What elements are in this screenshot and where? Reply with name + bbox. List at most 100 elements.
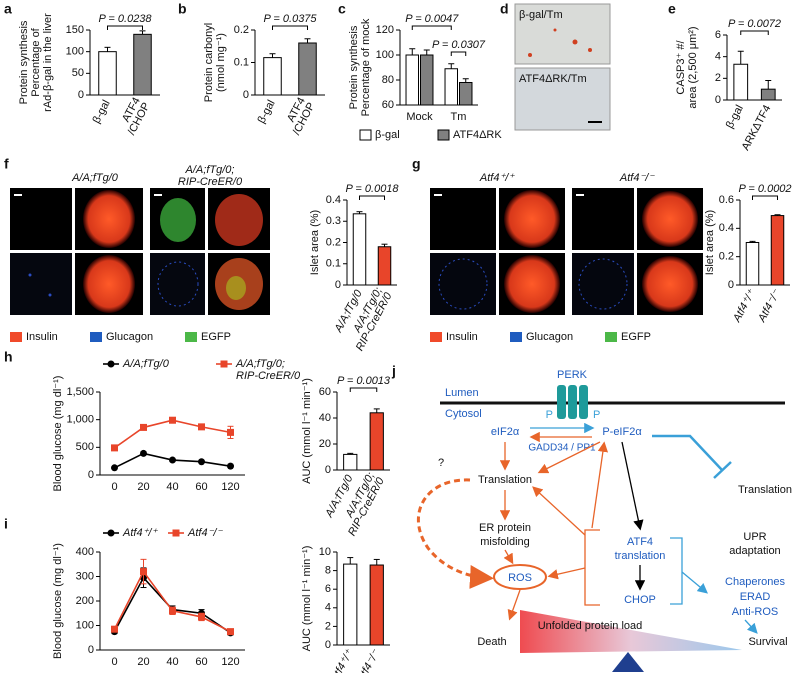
arrow [591,441,609,529]
y-tick-label: 0.2 [234,24,249,36]
y-tick-label: 60 [319,386,331,398]
legend-swatch [430,332,442,342]
significance-bracket [752,195,778,200]
y-tick-label: 0.1 [326,258,341,270]
y-axis-label: area (2,500 μm²) [687,26,699,108]
series-line [114,419,231,449]
y-tick-label: 1,500 [66,386,94,398]
arrow [547,567,586,580]
stain [588,48,592,52]
point [111,625,118,633]
legend-label: Atf4⁻/⁻ [187,527,223,539]
micrograph [572,188,634,250]
y-axis-label: (nmol mg⁻¹) [215,33,227,92]
y-tick-label: 6 [715,29,721,41]
stain [572,39,578,45]
y-tick-label: 0.4 [326,194,341,206]
micrograph [514,67,611,131]
legend-label: RIP-CreER/0 [236,370,301,382]
y-tick-label: 100 [76,619,94,631]
y-tick-label: 0.2 [326,236,341,248]
x-tick-label: β-gal [91,98,113,125]
bar [377,246,392,286]
bracket [670,537,683,605]
legend-marker [107,360,115,368]
islet [160,198,196,242]
y-tick-label: 0 [335,279,341,291]
annotation: P = 0.0307 [432,39,486,51]
x-tick-label: Atf4⁺/⁺ [731,287,759,325]
significance-bracket [740,30,769,35]
panel-letter: a [4,1,12,17]
arrow [537,441,601,474]
bar [405,54,419,106]
x-tick-label: 60 [195,481,207,493]
image-label: A/A;fTg/0; [185,164,235,176]
point [227,462,234,470]
legend-swatch [359,129,372,141]
bar [770,215,785,286]
bar [444,68,458,106]
legend-marker [220,360,228,368]
panel-letter: b [178,1,187,17]
y-tick-label: 500 [76,441,94,453]
significance-bracket [107,25,143,30]
label: P-eIF2α [602,426,642,438]
bar [760,88,776,101]
y-tick-label: 0 [728,279,734,291]
significance-bracket [272,25,308,30]
x-tick-label: Mock [406,111,433,123]
point [227,628,234,636]
significance-bracket [411,25,452,30]
bracket [584,529,600,606]
x-tick-label: 20 [137,481,149,493]
label: Lumen [445,387,479,399]
y-axis-label: Islet area (%) [704,210,716,275]
legend-label: Glucagon [106,331,153,343]
arrow [621,441,644,531]
legend-label: EGFP [201,331,231,343]
micrograph [572,253,634,315]
label: ERAD [740,591,771,603]
label: CHOP [624,594,656,606]
stain [528,53,532,57]
label: Anti-ROS [732,606,778,618]
y-tick-label: 4 [715,51,721,63]
x-tick-label: Atf4⁺/⁺ [328,647,356,673]
label: Translation [738,484,792,496]
y-tick-label: 120 [376,24,394,36]
bar [298,42,317,96]
x-tick-label: 40 [166,656,178,668]
image-label: A/A;fTg/0 [71,172,119,184]
x-tick-label: β-gal [724,103,746,130]
y-tick-label: 200 [76,595,94,607]
legend-label: EGFP [621,331,651,343]
x-tick-label: 40 [166,481,178,493]
significance-bracket [349,387,378,392]
y-axis-label: Blood glucose (mg dl⁻¹) [52,543,64,659]
annotation: P = 0.0375 [263,13,317,25]
x-tick-label: Atf4⁻/⁻ [355,647,383,673]
legend-label: Insulin [446,331,478,343]
series-line [113,570,231,633]
x-tick-label: 60 [195,656,207,668]
bar [369,564,384,646]
bar [459,82,473,106]
y-axis-label: AUC (mmol l⁻¹ min⁻¹) [301,378,313,484]
diagram: Lumen Cytosol PERK P P eIF2α P-eIF2α GAD… [417,369,792,672]
dashed-arrow [417,478,494,589]
label: ATF4 [627,536,653,548]
islet [438,258,488,310]
label: adaptation [729,545,780,557]
x-tick-label: 0 [111,481,117,493]
perk-icon [557,385,566,419]
image-label: ATF4ΔRK/Tm [519,73,587,85]
annotation: P = 0.0018 [345,183,399,195]
label: Unfolded protein load [538,620,643,632]
bar [420,54,434,106]
point [198,613,205,621]
label: PERK [557,369,588,381]
y-axis-label: Percentage of [30,27,42,96]
point [198,423,205,431]
point [198,458,205,466]
